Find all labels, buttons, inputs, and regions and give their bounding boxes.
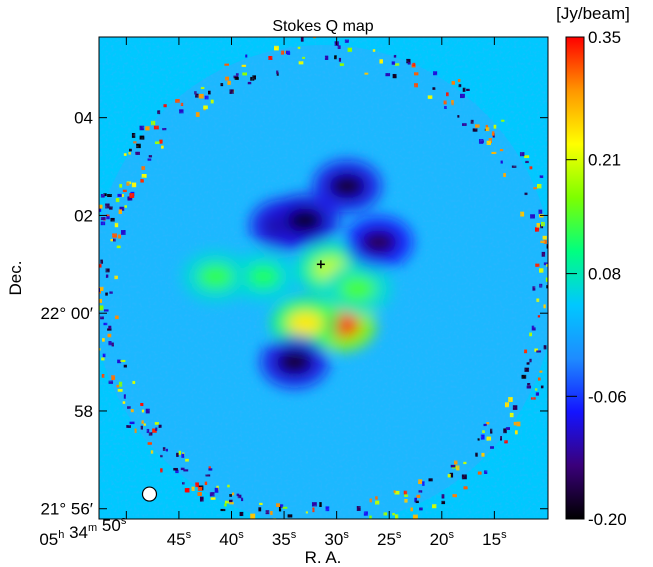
x-tick-label: 30s [324, 529, 349, 549]
x-axis-label: R. A. [305, 548, 342, 567]
absorption-trough [329, 174, 366, 199]
edge-noise-speck [95, 256, 97, 258]
chart-title: Stokes Q map [272, 18, 373, 35]
y-tick-label: 21° 56′ [40, 500, 93, 519]
edge-noise-speck [94, 338, 97, 342]
edge-noise-speck [551, 215, 554, 219]
colorbar-ticks: 0.35 0.21 0.08 -0.06 -0.20 [566, 28, 627, 529]
y-tick-label: 04 [74, 109, 93, 128]
edge-noise-speck [250, 523, 253, 526]
absorption-trough [287, 208, 324, 233]
edge-noise-speck [558, 325, 561, 327]
x-axis: 05h 34m 50s 45s 40s 35s 30s 25s 20s 15s [39, 37, 507, 549]
edge-noise-speck [85, 277, 87, 281]
emission-peak [287, 310, 324, 335]
x-tick-label: 40s [219, 529, 244, 549]
y-tick-label: 58 [74, 402, 93, 421]
emission-peak [245, 264, 282, 289]
edge-noise-speck [90, 239, 95, 242]
edge-noise-speck [287, 523, 290, 526]
edge-noise-speck [310, 525, 312, 530]
colorbar-unit: [Jy/beam] [556, 4, 630, 23]
y-axis: 21° 56′ 58 22° 00′ 02 04 [40, 109, 548, 519]
edge-noise-speck [549, 234, 552, 239]
edge-noise-speck [370, 526, 372, 530]
absorption-trough [276, 350, 313, 375]
edge-noise-speck [550, 267, 552, 271]
plot-frame [98, 36, 549, 520]
x-tick-label: 15s [482, 529, 507, 549]
edge-noise-speck [91, 298, 93, 302]
x-tick-label: 20s [430, 529, 455, 549]
emission-peak [339, 276, 376, 301]
edge-noise-speck [554, 213, 556, 216]
y-tick-label: 02 [74, 206, 93, 225]
edge-noise-speck [549, 257, 552, 262]
y-axis-label: Dec. [6, 261, 25, 296]
edge-noise-speck [552, 222, 555, 227]
edge-noise-speck [549, 351, 553, 356]
y-tick-label: 22° 00′ [40, 304, 93, 323]
colorbar-tick-label: -0.20 [588, 510, 627, 529]
x-tick-label: 25s [377, 529, 402, 549]
edge-noise-speck [558, 278, 561, 281]
emission-features [181, 160, 413, 389]
edge-noise-speck [382, 524, 387, 528]
edge-noise-speck [281, 522, 285, 526]
colorbar-gradient [565, 36, 585, 520]
emission-peak [197, 264, 234, 289]
beam-ellipse [141, 486, 158, 502]
edge-noise-speck [290, 520, 293, 523]
edge-noise-speck [88, 240, 93, 244]
edge-noise-speck [85, 323, 88, 327]
x-tick-label: 45s [167, 529, 192, 549]
edge-noise-speck [554, 270, 556, 272]
x-tick-label: 05h 34m 50s [39, 515, 126, 549]
absorption-trough [360, 230, 397, 255]
colorbar-tick-label: 0.21 [588, 151, 621, 170]
edge-noise-speck [390, 524, 395, 526]
colorbar-tick-label: 0.35 [588, 28, 621, 47]
edge-noise-speck [315, 524, 318, 527]
edge-noise-speck [382, 523, 386, 527]
edge-noise-speck [267, 520, 272, 522]
center-marker [316, 260, 325, 269]
edge-noise-speck [91, 239, 95, 243]
colorbar: [Jy/beam] 0.35 0.21 0.08 -0.06 -0.20 [556, 4, 630, 529]
edge-noise-speck [370, 521, 373, 524]
colorbar-tick-label: 0.08 [588, 265, 621, 284]
edge-noise-speck [560, 300, 563, 304]
edge-noise-speck [558, 285, 562, 287]
x-tick-label: 35s [272, 529, 297, 549]
edge-noise-speck [559, 314, 562, 318]
edge-noise-speck [93, 322, 98, 327]
plot-area [85, 37, 563, 530]
edge-noise-speck [556, 330, 559, 332]
edge-noise-speck [551, 336, 555, 340]
colorbar-tick-label: -0.06 [588, 387, 627, 406]
